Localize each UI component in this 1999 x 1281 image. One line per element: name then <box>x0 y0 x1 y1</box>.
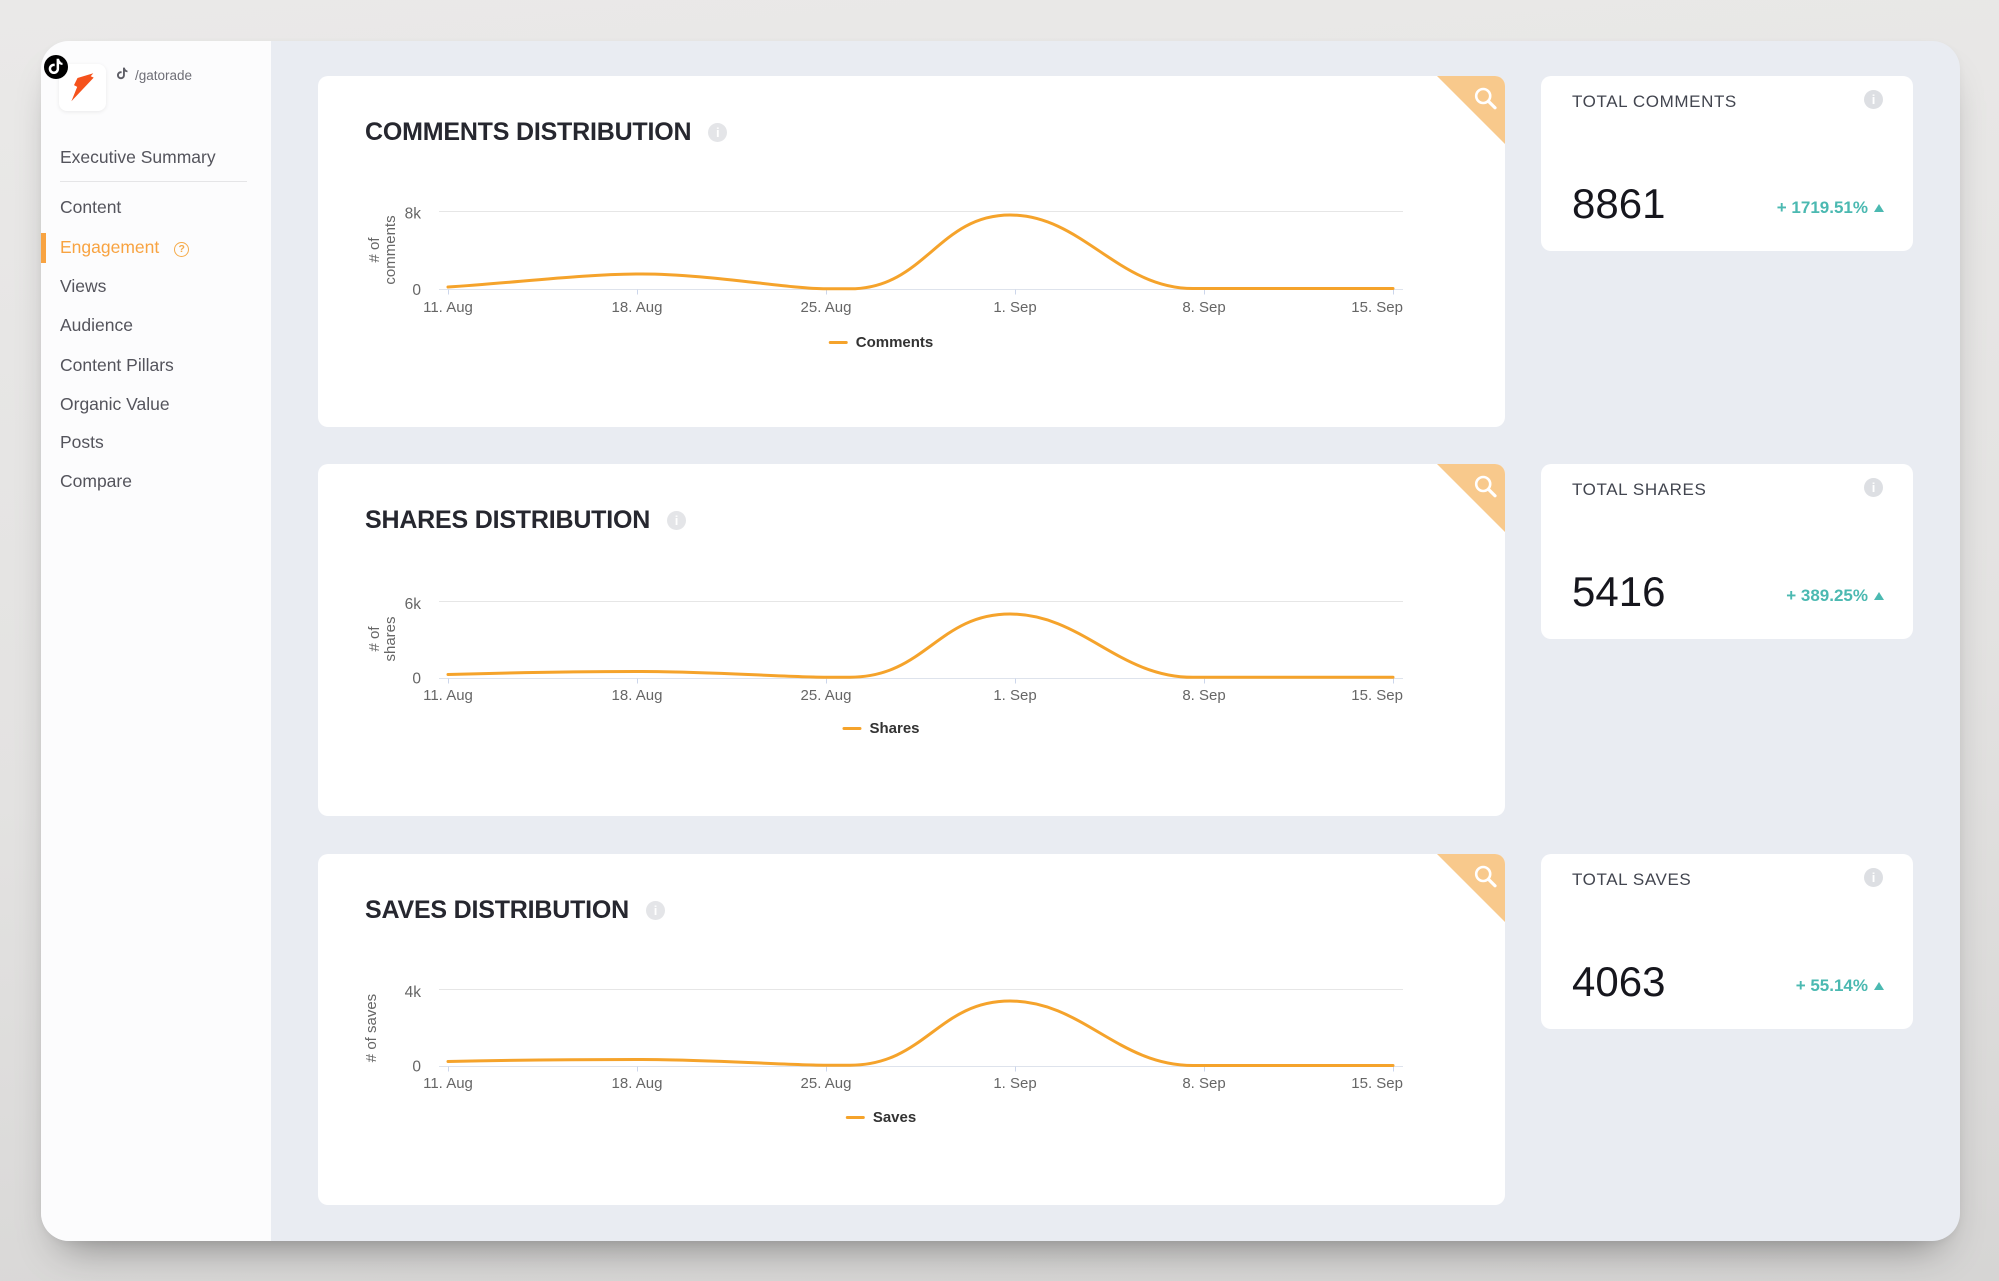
svg-text:8. Sep: 8. Sep <box>1182 687 1225 704</box>
svg-text:15. Sep: 15. Sep <box>1351 1075 1403 1092</box>
svg-text:8. Sep: 8. Sep <box>1182 299 1225 316</box>
svg-text:1. Sep: 1. Sep <box>993 687 1036 704</box>
svg-text:1. Sep: 1. Sep <box>993 299 1036 316</box>
svg-text:15. Sep: 15. Sep <box>1351 687 1403 704</box>
svg-text:0: 0 <box>412 1059 421 1076</box>
svg-text:15. Sep: 15. Sep <box>1351 299 1403 316</box>
svg-text:18. Aug: 18. Aug <box>612 1075 663 1092</box>
svg-text:4k: 4k <box>405 984 422 1001</box>
svg-text:25. Aug: 25. Aug <box>801 687 852 704</box>
svg-text:11. Aug: 11. Aug <box>423 687 473 704</box>
svg-text:25. Aug: 25. Aug <box>801 1075 852 1092</box>
svg-text:1. Sep: 1. Sep <box>993 1075 1036 1092</box>
svg-text:8k: 8k <box>405 206 422 223</box>
svg-text:11. Aug: 11. Aug <box>423 299 473 316</box>
svg-text:18. Aug: 18. Aug <box>612 687 663 704</box>
svg-text:25. Aug: 25. Aug <box>801 299 852 316</box>
svg-text:18. Aug: 18. Aug <box>612 299 663 316</box>
svg-text:6k: 6k <box>405 596 422 613</box>
svg-text:0: 0 <box>412 671 421 688</box>
svg-text:11. Aug: 11. Aug <box>423 1075 473 1092</box>
svg-text:0: 0 <box>412 282 421 299</box>
svg-text:8. Sep: 8. Sep <box>1182 1075 1225 1092</box>
